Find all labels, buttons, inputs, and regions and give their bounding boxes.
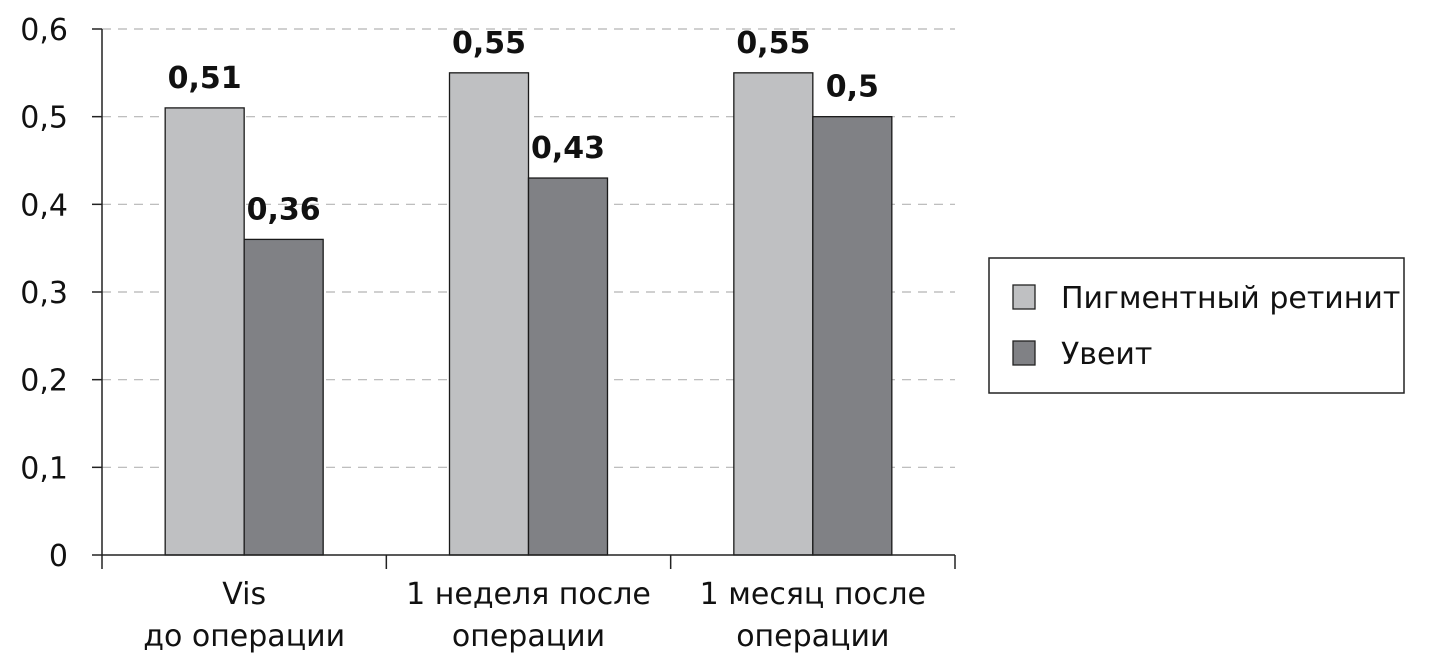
labels: 0 0,1 0,2 0,3 0,4 0,5 0,6 0,51 0,36 Vis до операци…: [20, 13, 926, 654]
legend-label: Увеит: [1061, 337, 1152, 372]
bar-series2: [243, 238, 324, 556]
y-tick-label: 0,5: [20, 101, 68, 136]
data-label: 0,5: [826, 70, 879, 105]
bar-series2: [812, 116, 893, 556]
legend-swatch: [1012, 284, 1036, 310]
legend-swatch: [1012, 340, 1036, 366]
y-tick-label: 0,4: [20, 188, 68, 223]
y-tick-label: 0,1: [20, 451, 68, 486]
x-tick-label: Vis: [222, 577, 266, 612]
legend-label: Пигментный ретинит: [1061, 281, 1400, 316]
bar-series1: [448, 72, 530, 556]
x-tick-label: 1 неделя после: [406, 577, 651, 612]
data-label: 0,43: [531, 131, 605, 166]
y-tick-label: 0: [49, 539, 68, 574]
bars: [164, 72, 893, 556]
bar-series1: [164, 107, 245, 556]
x-tick-label: 1 месяц после: [700, 577, 926, 612]
bar-series2: [527, 177, 609, 556]
y-tick-label: 0,6: [20, 13, 68, 48]
data-label: 0,55: [736, 26, 810, 61]
y-tick-label: 0,3: [20, 276, 68, 311]
x-tick-label: операции: [452, 619, 605, 654]
x-tick-label: операции: [736, 619, 889, 654]
data-label: 0,55: [452, 26, 526, 61]
bar-series1: [733, 72, 814, 556]
legend: Пигментный ретинит Увеит: [988, 257, 1405, 394]
y-tick-label: 0,2: [20, 364, 68, 399]
legend-box: [988, 257, 1405, 394]
data-label: 0,51: [168, 61, 242, 96]
data-label: 0,36: [247, 192, 321, 227]
x-tick-label: до операции: [143, 619, 345, 654]
axes: [92, 28, 956, 569]
